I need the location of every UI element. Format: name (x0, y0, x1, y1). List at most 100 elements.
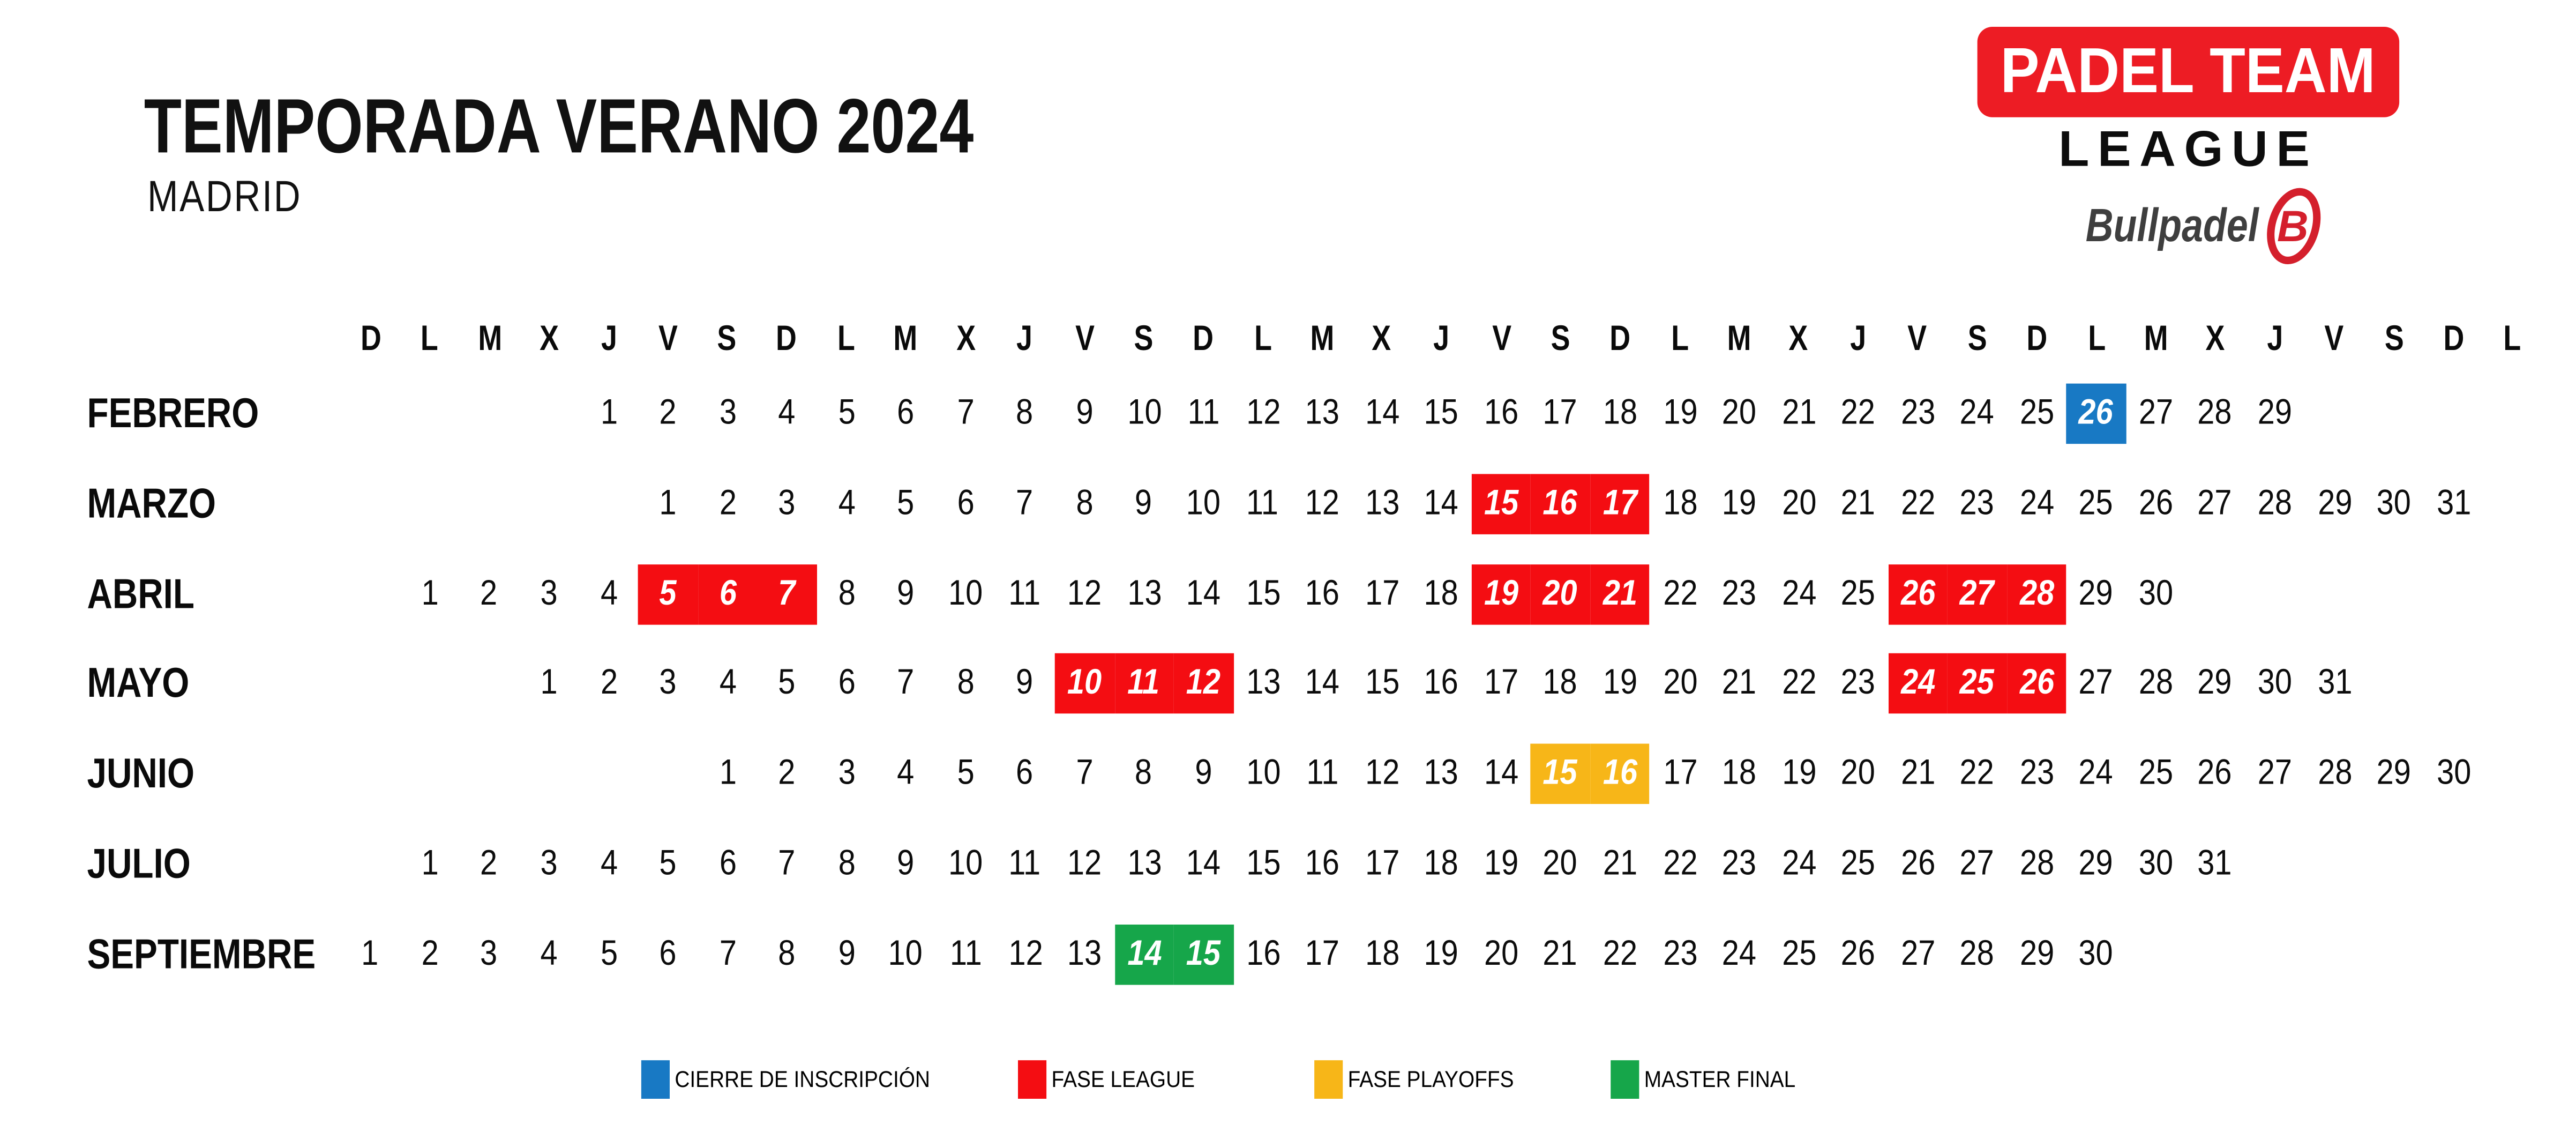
day-number: 23 (1662, 934, 1697, 973)
day-number: 21 (1900, 754, 1935, 793)
day-number: 18 (1424, 574, 1459, 613)
day-cell-abril-8: 8 (817, 564, 876, 624)
day-cell-septiembre-24: 24 (1710, 924, 1769, 985)
day-number: 20 (1662, 664, 1697, 703)
day-number: 15 (1543, 754, 1578, 793)
day-cell-marzo-18: 18 (1650, 474, 1709, 534)
day-number: 25 (1841, 844, 1876, 883)
day-cell-julio-9: 9 (876, 834, 935, 895)
day-cell-febrero-16: 16 (1471, 384, 1531, 444)
weekday-letter: M (1710, 318, 1769, 362)
weekday-letter: V (2304, 318, 2364, 362)
day-number: 18 (1602, 393, 1638, 433)
day-cell-mayo-31: 31 (2304, 654, 2364, 714)
weekday-letter-text: X (2205, 319, 2225, 359)
day-number: 28 (2257, 483, 2292, 523)
day-number: 5 (659, 574, 677, 613)
day-cell-marzo-30: 30 (2364, 474, 2424, 534)
day-cell-septiembre-16: 16 (1233, 924, 1293, 985)
weekday-letter-text: M (2144, 319, 2168, 359)
weekday-letter-text: L (837, 319, 856, 359)
day-number: 16 (1305, 844, 1340, 883)
day-cell-febrero-9: 9 (1055, 384, 1114, 444)
day-number: 11 (1128, 664, 1160, 703)
day-number: 24 (1900, 664, 1935, 703)
day-cell-mayo-16: 16 (1412, 654, 1471, 714)
day-number: 7 (897, 664, 915, 703)
day-number: 13 (1424, 754, 1459, 793)
day-cell-febrero-8: 8 (995, 384, 1055, 444)
day-number: 29 (2376, 754, 2412, 793)
day-number: 2 (659, 393, 677, 433)
day-number: 22 (1841, 393, 1876, 433)
day-number: 6 (956, 483, 975, 523)
day-number: 11 (1247, 483, 1279, 523)
day-cell-septiembre-23: 23 (1650, 924, 1709, 985)
day-number: 10 (948, 844, 983, 883)
day-number: 26 (2079, 393, 2114, 433)
day-number: 5 (897, 483, 915, 523)
day-cell-mayo-5: 5 (757, 654, 817, 714)
day-number: 26 (1900, 574, 1935, 613)
day-number: 22 (1662, 844, 1697, 883)
day-cell-julio-22: 22 (1650, 834, 1709, 895)
day-cell-abril-24: 24 (1769, 564, 1829, 624)
day-number: 27 (2079, 664, 2114, 703)
month-label-junio: JUNIO (87, 750, 195, 798)
day-number: 21 (1602, 574, 1638, 613)
day-cell-febrero-18: 18 (1590, 384, 1650, 444)
day-cell-julio-25: 25 (1829, 834, 1888, 895)
day-cell-mayo-4: 4 (698, 654, 757, 714)
day-cell-abril-20: 20 (1531, 563, 1591, 624)
weekday-letter: X (935, 318, 995, 362)
day-cell-abril-3: 3 (519, 564, 579, 624)
day-number: 7 (1076, 754, 1094, 793)
day-number: 22 (1662, 574, 1697, 613)
day-cell-julio-31: 31 (2185, 834, 2245, 895)
day-number: 13 (1127, 844, 1162, 883)
day-cell-mayo-22: 22 (1769, 654, 1829, 714)
day-cell-julio-3: 3 (519, 834, 579, 895)
legend-item-league: FASE LEAGUE (1018, 1057, 1207, 1100)
month-row-septiembre: SEPTIEMBRE 1 2 3 4 5 6 7 8 9 10 11 12 13 14 15 16 17 18 19 2… (0, 924, 2575, 985)
day-number: 15 (1246, 574, 1280, 613)
weekday-letter-text: L (1671, 319, 1689, 359)
day-number: 9 (1016, 664, 1034, 703)
day-cell-julio-2: 2 (460, 834, 519, 895)
day-number: 23 (1960, 483, 1995, 523)
day-cell-junio-20: 20 (1829, 744, 1888, 805)
day-cell-julio-13: 13 (1114, 834, 1174, 895)
day-cell-junio-13: 13 (1412, 744, 1471, 805)
day-number: 5 (659, 844, 677, 883)
weekday-letter: X (1352, 318, 1412, 362)
day-cell-marzo-19: 19 (1710, 474, 1769, 534)
day-number: 3 (718, 393, 736, 433)
day-cell-mayo-11: 11 (1114, 653, 1174, 714)
day-cell-marzo-21: 21 (1829, 474, 1888, 534)
day-number: 29 (2019, 934, 2054, 973)
day-number: 12 (1305, 483, 1340, 523)
day-number: 25 (2138, 754, 2173, 793)
weekday-letter-text: J (600, 319, 617, 359)
weekday-letter: M (460, 318, 519, 362)
day-number: 9 (1195, 754, 1212, 793)
month-row-abril: ABRIL 1 2 3 4 5 6 7 8 9 10 11 12 13 14 15 16 17 18 19 20 21 22… (0, 563, 2575, 624)
day-cell-febrero-2: 2 (638, 384, 698, 444)
day-cell-abril-18: 18 (1412, 564, 1471, 624)
day-number: 14 (1186, 844, 1221, 883)
day-number: 17 (1602, 483, 1638, 523)
day-cell-junio-19: 19 (1769, 744, 1829, 805)
day-cell-mayo-9: 9 (995, 654, 1055, 714)
logo-padel-team-badge: PADEL TEAM (1977, 27, 2400, 117)
day-number: 12 (1067, 574, 1102, 613)
day-number: 11 (1306, 754, 1339, 793)
day-number: 6 (659, 934, 677, 973)
day-number: 8 (837, 844, 855, 883)
day-number: 4 (540, 934, 558, 973)
day-cell-abril-1: 1 (400, 564, 460, 624)
day-cell-julio-24: 24 (1769, 834, 1829, 895)
day-number: 7 (778, 574, 796, 613)
day-number: 10 (1067, 664, 1102, 703)
weekday-letter: S (1948, 318, 2007, 362)
day-number: 18 (1424, 844, 1459, 883)
